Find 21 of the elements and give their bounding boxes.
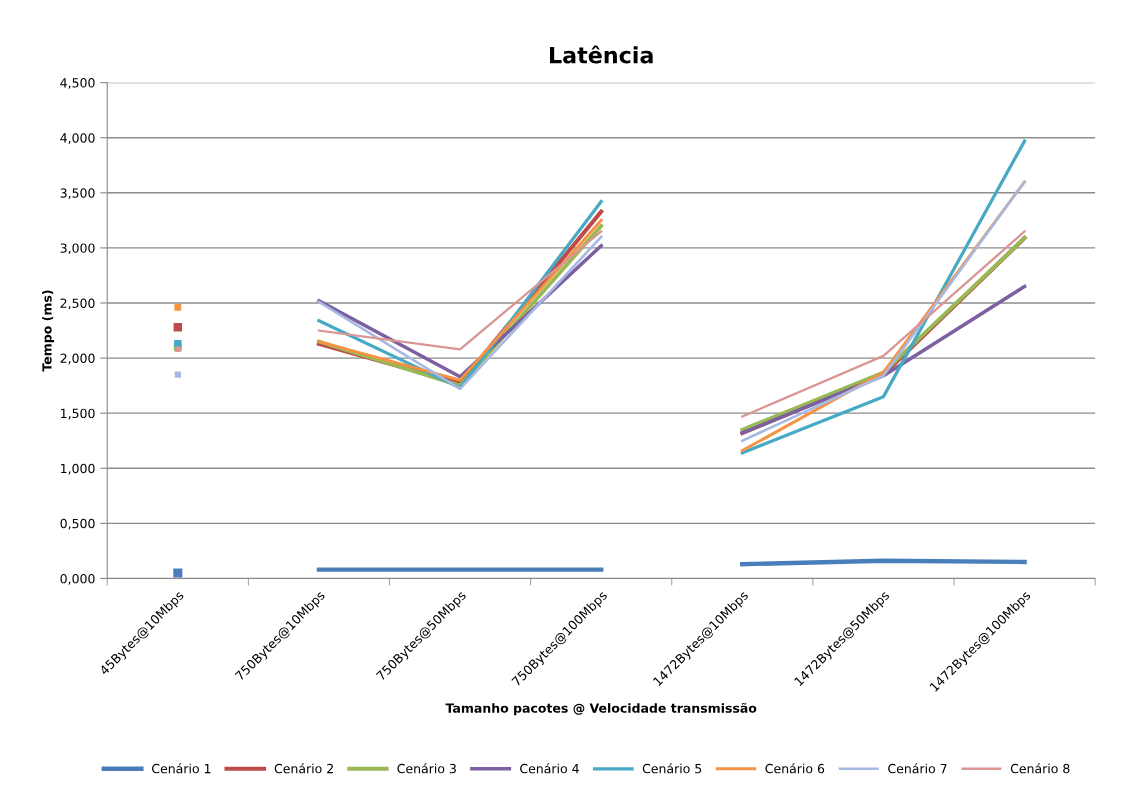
legend-label: Cenário 7 xyxy=(888,763,947,774)
y-tick-label: 1,500 xyxy=(61,408,95,420)
x-axis-title: Tamanho pacotes @ Velocidade transmissão xyxy=(445,702,757,716)
legend-label: Cenário 4 xyxy=(520,763,579,774)
chart-title: Latência xyxy=(550,45,653,64)
legend-label: Cenário 8 xyxy=(1010,763,1070,774)
y-tick-label: 0,500 xyxy=(60,518,95,530)
legend-label: Cenário 5 xyxy=(642,763,702,774)
y-axis-title: Tempo (ms) xyxy=(42,290,55,372)
y-tick-label: 3,000 xyxy=(60,243,95,255)
y-tick-label: 2,500 xyxy=(60,298,95,310)
legend-label: Cenário 3 xyxy=(397,763,456,774)
legend-label: Cenário 6 xyxy=(765,763,825,774)
y-tick-label: 3,500 xyxy=(60,188,95,200)
y-tick-label: 4,000 xyxy=(60,133,95,144)
y-tick-label: 4,500 xyxy=(60,78,95,89)
legend-label: Cenário 2 xyxy=(274,763,333,774)
legend-label: Cenário 1 xyxy=(152,763,211,774)
y-tick-label: 1,000 xyxy=(61,463,95,475)
y-tick-label: 0,000 xyxy=(60,573,95,585)
y-tick-label: 2,000 xyxy=(60,353,95,365)
